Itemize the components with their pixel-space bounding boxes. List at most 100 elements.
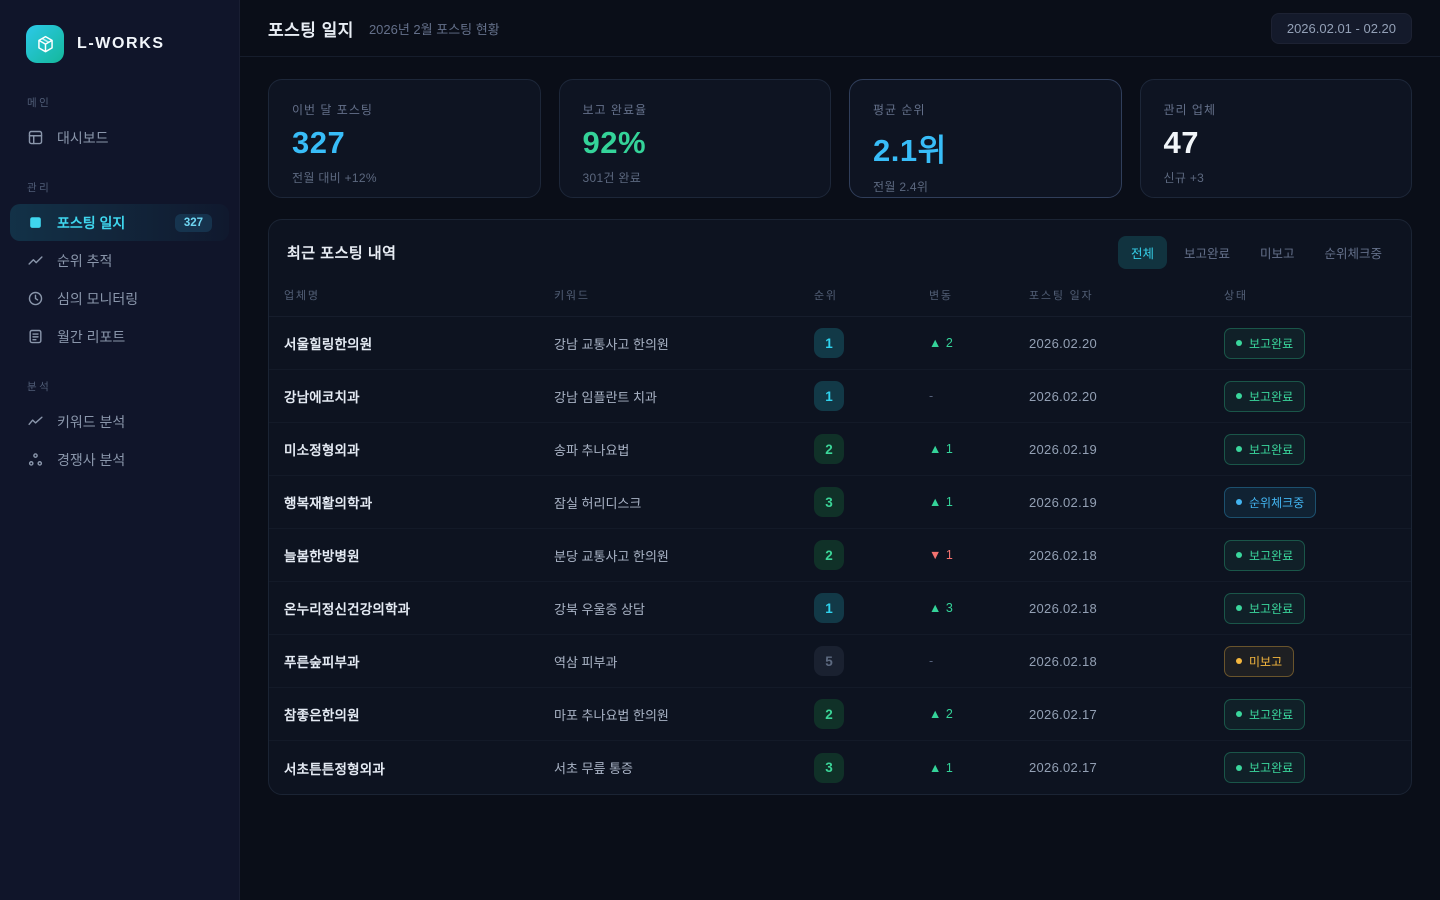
filter-tab-inactive[interactable]: 보고완료 bbox=[1183, 247, 1230, 261]
keyword: 잠실 허리디스크 bbox=[554, 495, 642, 511]
sidebar-item-competitor-analysis[interactable]: 경쟁사 분석 bbox=[10, 441, 229, 478]
filter-tab-active[interactable]: 전체 bbox=[1117, 236, 1167, 269]
status-label: 보고완료 bbox=[1249, 389, 1294, 404]
rank-badge: 3 bbox=[814, 752, 844, 783]
keyword: 역삼 피부과 bbox=[554, 654, 618, 670]
sidebar-section: 관리 포스팅 일지 327 순위 추적 심의 모니터링 월간 리포트 bbox=[0, 180, 239, 355]
content: 이번 달 포스팅 327 전월 대비 +12% 보고 완료율 92% 301건 … bbox=[240, 57, 1440, 817]
company-name: 서울힐링한의원 bbox=[284, 337, 373, 352]
sidebar-item-dashboard[interactable]: 대시보드 bbox=[10, 119, 229, 156]
status-dot-icon bbox=[1236, 658, 1242, 664]
status-label: 순위체크중 bbox=[1249, 495, 1305, 510]
status-label: 보고완료 bbox=[1249, 707, 1294, 722]
company-name: 온누리정신건강의학과 bbox=[284, 602, 411, 617]
table-row[interactable]: 참좋은한의원 마포 추나요법 한의원 2 ▲ 2 2026.02.17 보고완료 bbox=[269, 688, 1411, 741]
stat-subtext: 신규 +3 bbox=[1163, 171, 1205, 185]
col-change: 변동 bbox=[929, 290, 953, 302]
rank-badge: 1 bbox=[814, 381, 844, 411]
rank-badge: 2 bbox=[814, 699, 844, 729]
status-badge: 보고완료 bbox=[1224, 592, 1306, 624]
posting-date: 2026.02.19 bbox=[1029, 441, 1098, 457]
sidebar-item-label: 키워드 분석 bbox=[57, 413, 126, 430]
dashboard-icon bbox=[27, 129, 44, 146]
sidebar-item-monitoring-clock[interactable]: 심의 모니터링 bbox=[10, 280, 229, 317]
keyword: 강남 교통사고 한의원 bbox=[554, 336, 669, 352]
rank-change: - bbox=[929, 654, 934, 668]
table-row[interactable]: 행복재활의학과 잠실 허리디스크 3 ▲ 1 2026.02.19 순위체크중 bbox=[269, 476, 1411, 529]
sidebar-item-posting-log[interactable]: 포스팅 일지 327 bbox=[10, 204, 229, 241]
sidebar-nav: 메인 대시보드 관리 포스팅 일지 327 순위 추적 심의 모니터링 월간 리… bbox=[0, 83, 239, 479]
status-badge: 보고완료 bbox=[1224, 698, 1306, 730]
status-dot-icon bbox=[1236, 499, 1242, 505]
rank-badge: 3 bbox=[814, 487, 844, 517]
rank-change: ▲ 1 bbox=[929, 495, 954, 509]
sidebar-item-count-badge: 327 bbox=[174, 213, 212, 232]
competitor-analysis-icon bbox=[27, 451, 44, 468]
posting-date: 2026.02.18 bbox=[1029, 600, 1098, 616]
status-dot-icon bbox=[1236, 340, 1242, 346]
company-name: 푸른숲피부과 bbox=[284, 655, 360, 670]
status-label: 보고완료 bbox=[1249, 442, 1294, 457]
rank-tracking-icon bbox=[27, 252, 44, 269]
col-date: 포스팅 일자 bbox=[1029, 290, 1094, 302]
sidebar-item-label: 경쟁사 분석 bbox=[57, 451, 126, 468]
status-badge: 보고완료 bbox=[1224, 752, 1306, 783]
posting-date: 2026.02.17 bbox=[1029, 706, 1098, 722]
rank-badge: 1 bbox=[814, 328, 844, 358]
sidebar-item-keyword-analysis[interactable]: 키워드 분석 bbox=[10, 403, 229, 440]
table-row[interactable]: 온누리정신건강의학과 강북 우울증 상담 1 ▲ 3 2026.02.18 보고… bbox=[269, 582, 1411, 635]
status-badge: 보고완료 bbox=[1224, 539, 1306, 571]
status-dot-icon bbox=[1236, 446, 1242, 452]
sidebar-item-rank-tracking[interactable]: 순위 추적 bbox=[10, 242, 229, 279]
keyword: 강북 우울증 상담 bbox=[554, 601, 645, 617]
rank-change: ▲ 1 bbox=[929, 760, 954, 775]
sidebar-item-label: 심의 모니터링 bbox=[57, 290, 139, 307]
keyword: 강남 임플란트 치과 bbox=[554, 389, 657, 405]
stat-value: 47 bbox=[1163, 125, 1199, 160]
stat-subtext: 301건 완료 bbox=[582, 171, 642, 185]
page-subtitle: 2026년 2월 포스팅 현황 bbox=[368, 21, 500, 37]
sidebar-item-label: 대시보드 bbox=[57, 129, 109, 146]
company-name: 늘봄한방병원 bbox=[284, 549, 360, 564]
status-label: 보고완료 bbox=[1249, 548, 1294, 563]
col-keyword: 키워드 bbox=[554, 290, 590, 302]
date-range-button[interactable]: 2026.02.01 - 02.20 bbox=[1270, 12, 1412, 44]
col-status: 상태 bbox=[1224, 290, 1248, 302]
status-dot-icon bbox=[1236, 764, 1242, 771]
table-row[interactable]: 서초튼튼정형외과 서초 무릎 통증 3 ▲ 1 2026.02.17 보고완료 bbox=[269, 741, 1411, 794]
col-company: 업체명 bbox=[284, 290, 320, 302]
table-row[interactable]: 미소정형외과 송파 추나요법 2 ▲ 1 2026.02.19 보고완료 bbox=[269, 423, 1411, 476]
filter-tab-inactive[interactable]: 미보고 bbox=[1259, 247, 1295, 261]
filter-tab-inactive[interactable]: 순위체크중 bbox=[1324, 247, 1382, 261]
status-dot-icon bbox=[1236, 605, 1242, 611]
sidebar-item-monthly-report[interactable]: 월간 리포트 bbox=[10, 318, 229, 355]
stat-card: 보고 완료율 92% 301건 완료 bbox=[558, 79, 831, 198]
table-row[interactable]: 서울힐링한의원 강남 교통사고 한의원 1 ▲ 2 2026.02.20 보고완… bbox=[269, 317, 1411, 370]
sidebar-item-label: 월간 리포트 bbox=[57, 328, 126, 345]
keyword: 서초 무릎 통증 bbox=[554, 761, 633, 776]
rank-badge: 2 bbox=[814, 540, 844, 570]
status-badge: 보고완료 bbox=[1224, 433, 1306, 465]
brand: L-WORKS bbox=[0, 0, 239, 83]
stat-label: 이번 달 포스팅 bbox=[292, 103, 373, 117]
table-row[interactable]: 늘봄한방병원 분당 교통사고 한의원 2 ▼ 1 2026.02.18 보고완료 bbox=[269, 529, 1411, 582]
page-title: 포스팅 일지 bbox=[268, 20, 354, 40]
table-row[interactable]: 강남에코치과 강남 임플란트 치과 1 - 2026.02.20 보고완료 bbox=[269, 370, 1411, 423]
status-dot-icon bbox=[1236, 711, 1242, 717]
rank-change: ▲ 1 bbox=[929, 442, 954, 456]
status-label: 보고완료 bbox=[1249, 761, 1294, 775]
posting-date: 2026.02.20 bbox=[1029, 388, 1098, 404]
stat-card: 이번 달 포스팅 327 전월 대비 +12% bbox=[268, 79, 541, 198]
sidebar-section-label: 메인 bbox=[27, 97, 52, 109]
cube-icon bbox=[26, 25, 64, 63]
table-row[interactable]: 푸른숲피부과 역삼 피부과 5 - 2026.02.18 미보고 bbox=[269, 635, 1411, 688]
brand-name: L-WORKS bbox=[77, 35, 165, 52]
panel-title: 최근 포스팅 내역 bbox=[287, 245, 397, 262]
stat-card: 평균 순위 2.1위 전월 2.4위 bbox=[849, 79, 1122, 198]
keyword: 분당 교통사고 한의원 bbox=[554, 548, 669, 564]
posting-date: 2026.02.18 bbox=[1029, 547, 1098, 563]
col-rank: 순위 bbox=[814, 290, 838, 302]
company-name: 미소정형외과 bbox=[284, 443, 360, 458]
rank-badge: 1 bbox=[814, 593, 844, 623]
main-area: 포스팅 일지 2026년 2월 포스팅 현황 2026.02.01 - 02.2… bbox=[240, 0, 1440, 900]
